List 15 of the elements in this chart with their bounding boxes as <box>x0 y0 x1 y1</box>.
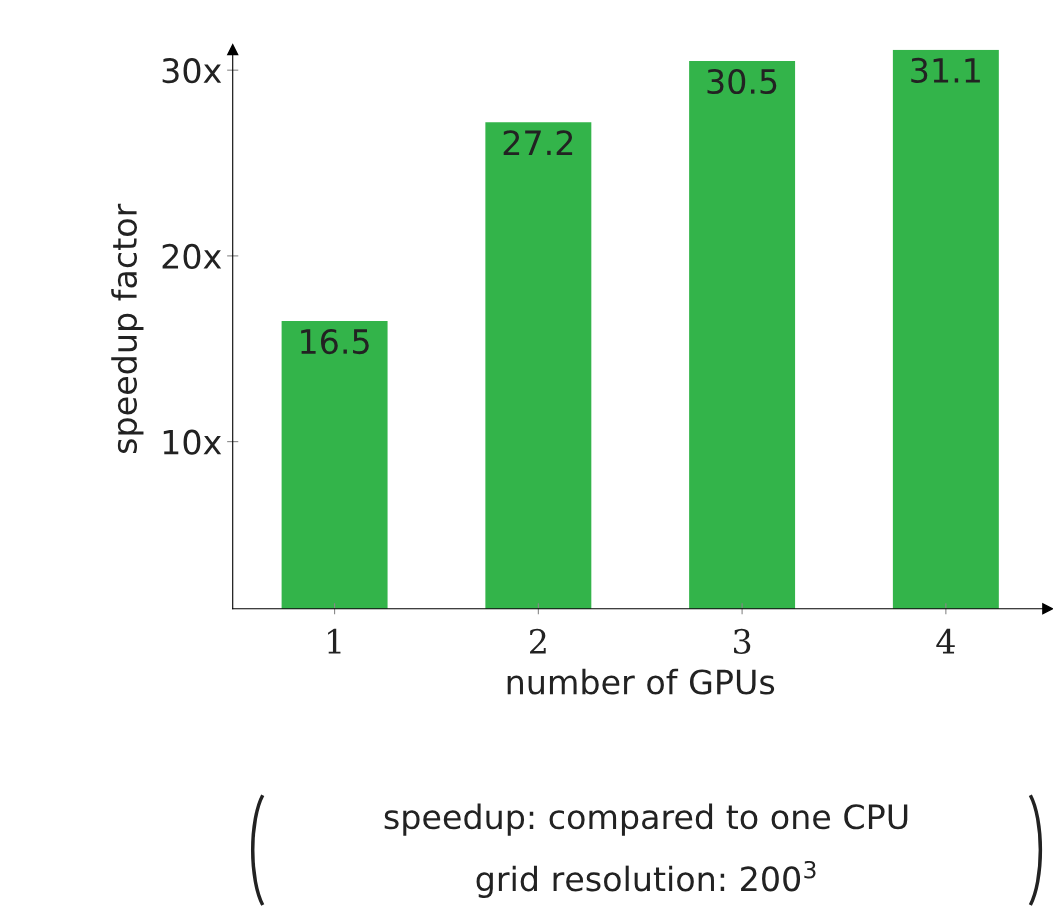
y-tick-label: 30x <box>162 58 222 84</box>
x-tick-label: 2 <box>530 628 546 654</box>
text: grid resolution: 200$^{3}$ <box>476 860 816 898</box>
text: speedup: compared to one CPU <box>384 803 908 836</box>
y-axis-title: speedup factor <box>111 203 144 454</box>
data-label: 27.2 <box>503 130 573 155</box>
data-label: 31.1 <box>911 57 980 83</box>
x-tick-label: 3 <box>734 628 751 655</box>
x-tick-label: 1 <box>328 628 341 654</box>
data-label: 30.5 <box>707 68 777 95</box>
x-tick-label: 4 <box>936 628 955 654</box>
data-label: 16.5 <box>301 328 369 355</box>
y-tick-label: 10x <box>163 429 222 455</box>
x-axis-title: number of GPUs <box>507 668 775 695</box>
y-tick-label: 20x <box>162 243 222 270</box>
